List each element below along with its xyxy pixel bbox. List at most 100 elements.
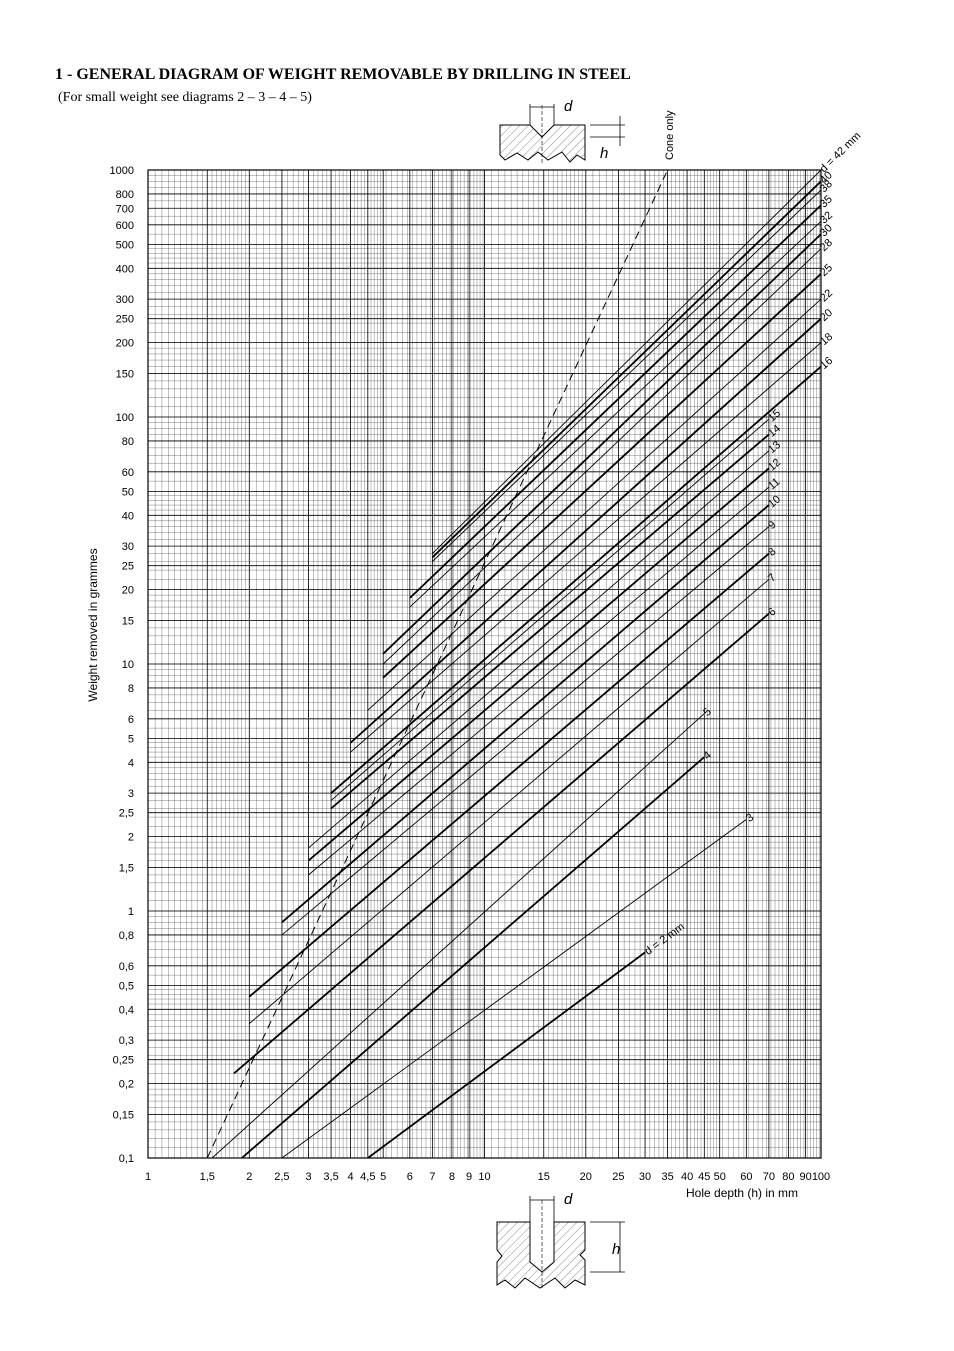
y-tick-label: 700 — [116, 203, 134, 215]
series-line-d2 — [367, 951, 646, 1159]
series-line-d42 — [432, 169, 822, 554]
series-line-d3 — [281, 818, 747, 1159]
series-line-d35 — [409, 204, 822, 599]
series-label-d5: 5 — [701, 706, 714, 719]
series-line-d30 — [382, 233, 822, 655]
series-label-d42: d = 42 mm — [818, 130, 864, 175]
sketch-d-label-top: d — [564, 98, 573, 115]
y-tick-label: 2,5 — [119, 808, 134, 820]
curves — [206, 169, 822, 1159]
y-tick-label: 20 — [122, 585, 134, 597]
series-line-d13 — [308, 450, 770, 849]
y-tick-label: 40 — [122, 510, 134, 522]
series-line-d9 — [281, 526, 770, 936]
y-tick-label: 15 — [122, 616, 134, 628]
series-label-d2: d = 2 mm — [643, 921, 687, 958]
y-tick-label: 80 — [122, 436, 134, 448]
y-tick-label: 200 — [116, 338, 134, 350]
series-label-d8: 8 — [766, 546, 778, 559]
x-tick-label: 50 — [714, 1171, 726, 1183]
y-tick-label: 100 — [116, 412, 134, 424]
sketch-d-label-bottom: d — [564, 1191, 573, 1208]
y-tick-label: 2 — [128, 832, 134, 844]
x-tick-label: 20 — [580, 1171, 592, 1183]
y-tick-label: 6 — [128, 714, 134, 726]
y-tick-label: 400 — [116, 263, 134, 275]
x-tick-label: 7 — [429, 1171, 435, 1183]
y-tick-label: 0,2 — [119, 1079, 134, 1091]
x-tick-label: 100 — [812, 1171, 830, 1183]
x-tick-label: 35 — [661, 1171, 673, 1183]
series-line-d4 — [241, 756, 705, 1159]
series-line-d10 — [281, 504, 770, 923]
series-line-d15 — [330, 418, 770, 801]
x-tick-label: 40 — [681, 1171, 693, 1183]
x-tick-label: 4 — [348, 1171, 354, 1183]
series-line-d7 — [249, 579, 770, 1024]
series-line-d8 — [248, 552, 770, 998]
x-tick-label: 1,5 — [200, 1171, 215, 1183]
cone-only-label: Cone only — [664, 110, 676, 160]
y-tick-label: 150 — [116, 369, 134, 381]
x-tick-label: 25 — [612, 1171, 624, 1183]
series-line-d16 — [330, 365, 822, 794]
cone-sketch: d h — [499, 98, 625, 165]
x-tick-label: 5 — [380, 1171, 386, 1183]
series-line-d38 — [432, 189, 822, 562]
y-tick-label: 0,1 — [119, 1153, 134, 1165]
y-tick-label: 250 — [116, 314, 134, 326]
x-tick-label: 90 — [799, 1171, 811, 1183]
y-tick-label: 50 — [122, 486, 134, 498]
y-tick-label: 0,4 — [119, 1004, 134, 1016]
y-tick-label: 1,5 — [119, 863, 134, 875]
y-tick-label: 500 — [116, 239, 134, 251]
series-line-d11 — [308, 486, 770, 876]
series-label-d6: 6 — [766, 606, 778, 619]
series-line-d14 — [330, 433, 770, 810]
y-tick-label: 1 — [128, 906, 134, 918]
y-tick-label: 3 — [128, 788, 134, 800]
series-label-d28: 28 — [818, 237, 835, 254]
x-tick-label: 10 — [478, 1171, 490, 1183]
series-line-d40 — [431, 180, 822, 559]
x-tick-label: 80 — [782, 1171, 794, 1183]
x-tick-label: 2,5 — [274, 1171, 289, 1183]
page-title: 1 - GENERAL DIAGRAM OF WEIGHT REMOVABLE … — [55, 66, 631, 83]
x-tick-label: 4,5 — [360, 1171, 375, 1183]
series-line-d32 — [409, 220, 822, 608]
y-tick-label: 0,15 — [113, 1110, 134, 1122]
y-tick-label: 25 — [122, 561, 134, 573]
x-tick-label: 1 — [145, 1171, 151, 1183]
series-line-d12 — [307, 467, 770, 862]
x-tick-label: 6 — [407, 1171, 413, 1183]
y-tick-label: 8 — [128, 683, 134, 695]
x-tick-label: 9 — [466, 1171, 472, 1183]
series-line-d22 — [367, 298, 822, 711]
x-tick-label: 2 — [246, 1171, 252, 1183]
y-tick-label: 1000 — [110, 165, 134, 177]
series-line-d25 — [382, 273, 822, 679]
plot-frame — [147, 169, 822, 1159]
y-tick-label: 30 — [122, 541, 134, 553]
y-tick-label: 0,3 — [119, 1035, 134, 1047]
x-tick-label: 30 — [639, 1171, 651, 1183]
series-label-d35: 35 — [818, 193, 835, 210]
y-tick-label: 600 — [116, 220, 134, 232]
sketch-h-label-top: h — [600, 145, 608, 162]
y-tick-label: 0,25 — [113, 1055, 134, 1067]
y-tick-label: 10 — [122, 659, 134, 671]
ticks: 1 1,5 2 2,5 3 3,5 4 4,5 5 6 7 8 9 10 15 20 25 30 35 40 45 50 6… — [110, 165, 831, 1183]
y-tick-label: 4 — [128, 757, 134, 769]
x-tick-label: 60 — [740, 1171, 752, 1183]
drill-hole-sketch: d h — [496, 1191, 625, 1290]
series-line-d20 — [349, 318, 822, 744]
y-tick-label: 800 — [116, 189, 134, 201]
y-tick-label: 0,6 — [119, 961, 134, 973]
series-line-d5 — [211, 713, 705, 1159]
series-line-d28 — [382, 248, 822, 665]
series-line-d6 — [233, 612, 770, 1075]
x-tick-label: 70 — [763, 1171, 775, 1183]
series-label-d3: 3 — [744, 811, 756, 824]
x-tick-label: 3 — [305, 1171, 311, 1183]
